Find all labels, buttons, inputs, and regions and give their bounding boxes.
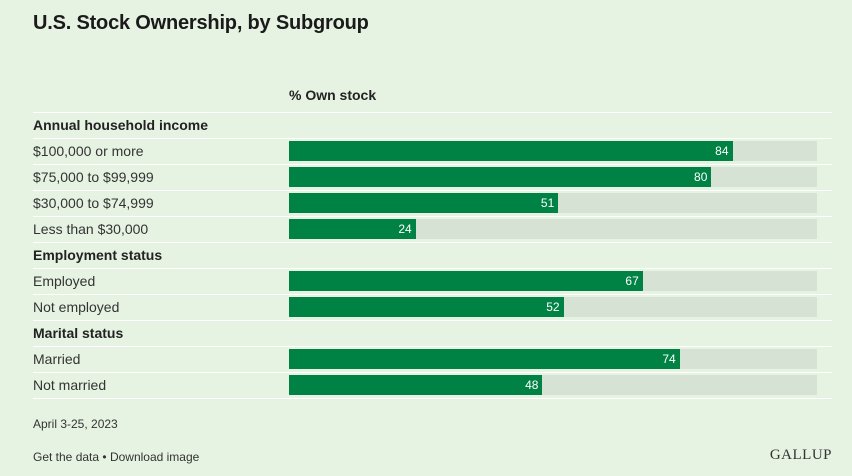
group-divider	[33, 138, 832, 139]
bar-value-label: 51	[540, 196, 555, 210]
bar-value-label: 48	[525, 378, 539, 392]
bar: 80	[289, 167, 712, 187]
bar-value-label: 52	[546, 300, 560, 314]
bar: 48	[289, 375, 543, 395]
row-label: $75,000 to $99,999	[33, 169, 154, 185]
row-label: Less than $30,000	[33, 221, 149, 237]
bar: 51	[289, 193, 559, 213]
row-divider	[33, 398, 832, 399]
bar-track: 74	[289, 349, 817, 369]
get-data-link[interactable]: Get the data	[33, 450, 100, 464]
row-divider	[33, 372, 832, 373]
header-divider	[33, 112, 832, 113]
row-label: Married	[33, 351, 81, 367]
group-label: Employment status	[33, 247, 163, 263]
bar-track: 67	[289, 271, 817, 291]
bar: 84	[289, 141, 733, 161]
row-divider	[33, 190, 832, 191]
row-divider	[33, 294, 832, 295]
row-divider	[33, 164, 832, 165]
group-label: Marital status	[33, 325, 124, 341]
row-label: Employed	[33, 273, 96, 289]
column-header: % Own stock	[289, 87, 377, 103]
link-separator: •	[102, 450, 107, 464]
bar: 52	[289, 297, 564, 317]
gallup-logo: GALLUP	[769, 447, 832, 463]
bar-value-label: 80	[694, 170, 708, 184]
bar-track: 48	[289, 375, 817, 395]
bar-value-label: 24	[398, 222, 412, 236]
download-image-link[interactable]: Download image	[109, 450, 200, 464]
bar-track: 24	[289, 219, 817, 239]
row-label: $100,000 or more	[33, 143, 144, 159]
bar: 24	[289, 219, 416, 239]
group-divider	[33, 268, 832, 269]
chart-title: U.S. Stock Ownership, by Subgroup	[33, 12, 369, 34]
bar-value-label: 67	[625, 274, 639, 288]
row-label: $30,000 to $74,999	[33, 195, 154, 211]
bar: 74	[289, 349, 680, 369]
bar-value-label: 74	[662, 352, 676, 366]
bar: 67	[289, 271, 643, 291]
bar-value-label: 84	[715, 144, 729, 158]
row-label: Not employed	[33, 299, 120, 315]
date-footnote: April 3-25, 2023	[33, 417, 118, 431]
bar-track: 52	[289, 297, 817, 317]
row-divider	[33, 242, 832, 243]
row-label: Not married	[33, 377, 107, 393]
bar-track: 80	[289, 167, 817, 187]
bar-track: 84	[289, 141, 817, 161]
footer-links: Get the data • Download image	[33, 450, 199, 464]
row-divider	[33, 320, 832, 321]
row-divider	[33, 216, 832, 217]
group-label: Annual household income	[33, 117, 209, 133]
group-divider	[33, 346, 832, 347]
bar-track: 51	[289, 193, 817, 213]
